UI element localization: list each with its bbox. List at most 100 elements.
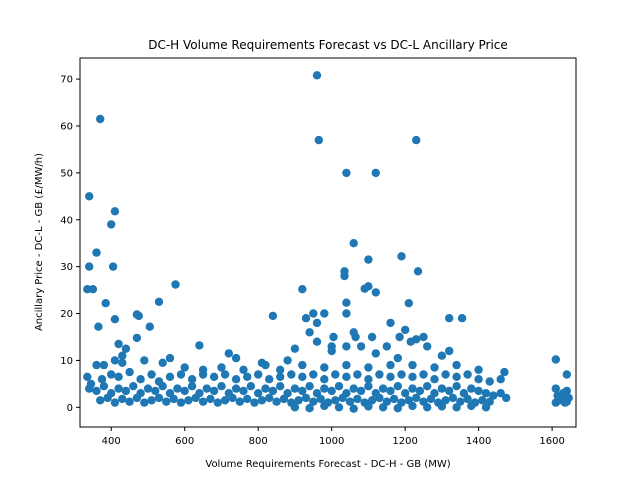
scatter-point xyxy=(386,360,395,370)
scatter-point xyxy=(276,372,285,381)
scatter-point xyxy=(415,386,425,396)
scatter-point xyxy=(364,375,373,384)
scatter-point xyxy=(103,393,112,403)
scatter-point xyxy=(349,384,358,393)
scatter-point xyxy=(231,384,241,393)
scatter-point xyxy=(342,168,351,178)
scatter-point xyxy=(338,393,347,403)
scatter-point xyxy=(496,389,505,398)
scatter-point xyxy=(114,372,123,381)
scatter-point xyxy=(463,370,472,379)
scatter-point xyxy=(94,322,103,331)
scatter-point xyxy=(202,384,211,393)
scatter-point xyxy=(327,386,336,396)
scatter-point xyxy=(110,315,120,324)
plot-frame xyxy=(79,57,577,428)
scatter-point xyxy=(423,403,432,412)
scatter-point xyxy=(367,396,377,405)
scatter-point xyxy=(110,356,120,365)
x-tick-label: 600 xyxy=(175,436,194,447)
scatter-point xyxy=(165,353,175,363)
y-tick-label: 30 xyxy=(60,262,73,273)
scatter-point xyxy=(235,397,244,406)
scatter-point xyxy=(327,346,336,356)
scatter-point xyxy=(118,394,127,404)
scatter-point xyxy=(118,351,127,360)
scatter-point xyxy=(342,342,351,351)
scatter-point xyxy=(342,298,351,307)
scatter-point xyxy=(158,358,167,367)
scatter-point xyxy=(224,349,233,358)
scatter-point xyxy=(305,382,314,391)
scatter-point xyxy=(228,393,237,403)
scatter-point xyxy=(99,360,109,370)
scatter-point xyxy=(331,396,340,405)
scatter-point xyxy=(467,384,476,393)
scatter-point xyxy=(408,360,417,370)
scatter-point xyxy=(132,393,142,403)
scatter-point xyxy=(107,220,116,229)
scatter-point xyxy=(378,384,388,393)
scatter-point xyxy=(145,322,154,331)
scatter-point xyxy=(452,403,461,412)
scatter-point xyxy=(467,401,476,411)
scatter-point xyxy=(261,384,270,393)
x-tick-label: 1400 xyxy=(466,436,491,447)
scatter-point xyxy=(92,360,101,370)
scatter-point xyxy=(375,393,384,403)
scatter-point xyxy=(257,396,267,405)
scatter-point xyxy=(294,396,303,405)
scatter-point xyxy=(452,382,461,391)
scatter-point xyxy=(298,360,307,370)
scatter-point xyxy=(121,344,131,353)
scatter-point xyxy=(231,353,241,363)
scatter-point xyxy=(154,297,164,306)
scatter-point xyxy=(353,370,362,379)
scatter-point xyxy=(305,328,314,337)
scatter-point xyxy=(375,370,384,379)
scatter-point xyxy=(342,360,351,370)
scatter-point xyxy=(386,386,395,396)
scatter-point xyxy=(423,342,432,351)
scatter-point xyxy=(254,389,263,398)
scatter-point xyxy=(239,365,248,374)
scatter-point xyxy=(298,285,307,294)
scatter-point xyxy=(502,393,511,403)
scatter-point xyxy=(92,248,101,257)
scatter-point xyxy=(430,363,439,372)
scatter-point xyxy=(364,363,373,372)
scatter-point xyxy=(386,372,395,381)
scatter-point xyxy=(401,325,410,335)
scatter-point xyxy=(184,396,193,405)
scatter-point xyxy=(290,403,300,412)
scatter-point xyxy=(349,239,358,248)
scatter-point xyxy=(290,384,300,393)
y-axis-ticks: 0 10 20 30 40 50 60 70 xyxy=(60,75,80,414)
scatter-point xyxy=(364,282,373,291)
scatter-point xyxy=(283,356,292,365)
scatter-point xyxy=(395,332,404,342)
scatter-point xyxy=(489,391,498,400)
scatter-point xyxy=(96,396,105,405)
scatter-point xyxy=(301,393,311,403)
scatter-point xyxy=(478,396,487,405)
scatter-point xyxy=(419,332,428,342)
y-tick-label: 40 xyxy=(60,215,73,226)
x-tick-label: 1600 xyxy=(539,436,564,447)
scatter-point xyxy=(320,375,329,384)
scatter-point xyxy=(85,192,94,201)
scatter-point xyxy=(171,280,180,289)
scatter-point xyxy=(371,349,380,358)
scatter-point xyxy=(198,370,208,379)
scatter-point xyxy=(88,285,98,294)
scatter-point xyxy=(110,207,120,216)
scatter-point xyxy=(147,370,156,379)
scatter-point xyxy=(220,370,230,379)
scatter-point xyxy=(290,344,300,353)
scatter-point xyxy=(99,382,109,391)
scatter-point xyxy=(367,332,377,342)
scatter-point xyxy=(551,384,560,393)
scatter-point xyxy=(125,367,134,377)
scatter-point xyxy=(316,394,325,404)
